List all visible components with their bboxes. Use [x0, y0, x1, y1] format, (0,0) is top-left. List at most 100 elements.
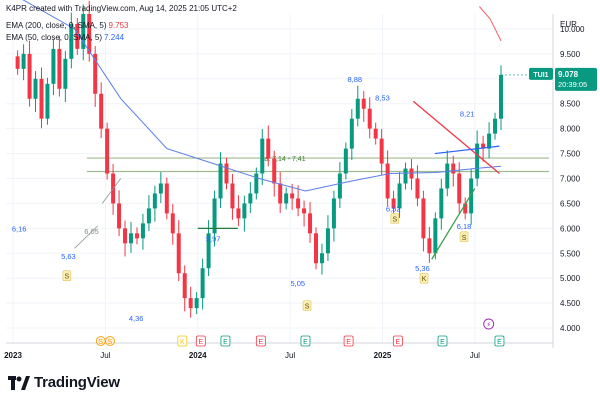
candle-body: [373, 128, 378, 139]
candles: [15, 0, 503, 318]
candle-body: [87, 14, 92, 54]
bottom-marker-letter: E: [497, 339, 502, 346]
candle-body: [421, 198, 426, 239]
bottom-marker-box: [437, 335, 448, 347]
blue-trendline: [434, 145, 500, 155]
short-trendline: [74, 225, 98, 249]
candle-body: [230, 183, 235, 209]
candle-body: [385, 163, 390, 199]
bottom-marker-letter: E: [259, 339, 264, 346]
y-tick-label: 8.500: [560, 100, 581, 109]
event-marker-box: [302, 300, 312, 311]
horizontal-levels: ca. 7,14 - 7,41: [86, 156, 549, 173]
candle-body: [242, 203, 247, 219]
short-trendline-2: [101, 178, 122, 204]
candle-body: [367, 108, 372, 129]
price-point-label: 5,36: [415, 264, 430, 273]
bottom-marker-letter: S: [98, 339, 103, 346]
candle-body: [15, 56, 20, 69]
event-marker-box: [390, 213, 400, 224]
price-point-label: 8,21: [460, 110, 475, 119]
candle-body: [379, 138, 384, 164]
candle-body: [224, 163, 229, 184]
candle-body: [129, 233, 134, 244]
bottom-marker-box: [343, 335, 354, 347]
ema50-value: 7.244: [104, 33, 125, 42]
candle-body: [27, 53, 32, 99]
x-tick-label: 2025: [374, 351, 392, 360]
candle-body: [260, 138, 265, 174]
candle-body: [176, 233, 181, 274]
candle-body: [99, 93, 104, 129]
candle-body: [457, 173, 462, 204]
ema200-value: 9.753: [108, 21, 129, 30]
candle-body: [481, 143, 486, 149]
y-tick-label: 4.000: [560, 324, 581, 333]
ticker-badge-bg: [529, 67, 553, 80]
tradingview-logo[interactable]: TradingView: [8, 374, 120, 391]
x-tick-label: Jul: [100, 351, 110, 360]
candle-body: [427, 238, 432, 254]
candle-body: [284, 193, 289, 204]
bottom-marker-letter: E: [223, 339, 228, 346]
candle-body: [415, 178, 420, 199]
candle-body: [75, 23, 80, 49]
overlay-lines: [22, 0, 502, 260]
y-tick-label: 8.000: [560, 125, 581, 134]
event-marker-letter: K: [422, 276, 427, 283]
bottom-marker-box: [392, 335, 403, 347]
candle-body: [134, 233, 139, 239]
ema200-legend: EMA (200, close, 0, SMA, 5) 9.753: [6, 21, 129, 30]
candle-body: [331, 198, 336, 229]
candle-body: [164, 183, 169, 214]
candle-body: [200, 268, 205, 299]
candle-body: [33, 78, 38, 99]
y-tick-label: 6.500: [560, 199, 581, 208]
candle-body: [236, 208, 241, 219]
bottom-marker-letter: E: [346, 339, 351, 346]
candle-body: [355, 98, 360, 119]
y-tick-label: 9.500: [560, 50, 581, 59]
candle-body: [319, 253, 324, 264]
candle-body: [39, 78, 44, 119]
y-axis: 4.000 4.500 5.000 5.500 6.000 6.500 7.000 7.500…: [560, 20, 585, 333]
candle-body: [403, 168, 408, 184]
candle-body: [152, 193, 157, 209]
y-tick-label: 7.500: [560, 150, 581, 159]
tradingview-logo-icon: [8, 375, 30, 390]
y-tick-label: 7.000: [560, 175, 581, 184]
candle-body: [248, 193, 253, 204]
bottom-marker-letter: E: [396, 339, 401, 346]
candle-body: [188, 298, 193, 309]
price-point-label: 6,52: [386, 204, 401, 213]
candle-body: [391, 198, 396, 209]
candle-body: [325, 228, 330, 254]
candle-body: [343, 148, 348, 174]
bottom-marker-box: [255, 335, 266, 347]
price-badge-bg: [555, 67, 597, 91]
price-point-label: 4,36: [129, 314, 144, 323]
candle-body: [212, 198, 217, 234]
bottom-marker-letter: K: [180, 339, 185, 346]
bottom-marker-letter: E: [440, 339, 445, 346]
candle-body: [81, 14, 86, 49]
candle-body: [218, 163, 223, 199]
ema50-label: EMA (50, close, 0, SMA, 5): [6, 33, 103, 42]
tradingview-wordmark: TradingView: [34, 374, 120, 391]
candle-body: [475, 143, 480, 179]
candle-body: [349, 118, 354, 149]
candle-body: [93, 53, 98, 94]
ema50-legend: EMA (50, close, 0, SMA, 5) 7.244: [6, 33, 124, 42]
candle-body: [296, 198, 301, 209]
x-tick-label: Jul: [285, 351, 295, 360]
bottom-marker-circle: [105, 336, 115, 346]
price-point-label: 8,53: [375, 94, 390, 103]
candle-body: [272, 158, 277, 184]
bottom-marker-box: [494, 335, 505, 347]
zone-label: ca. 7,14 - 7,41: [261, 156, 306, 163]
price-point-label: 5,05: [290, 279, 305, 288]
candle-body: [123, 228, 128, 244]
lightning-marker-glyph: ⚡: [486, 321, 491, 329]
